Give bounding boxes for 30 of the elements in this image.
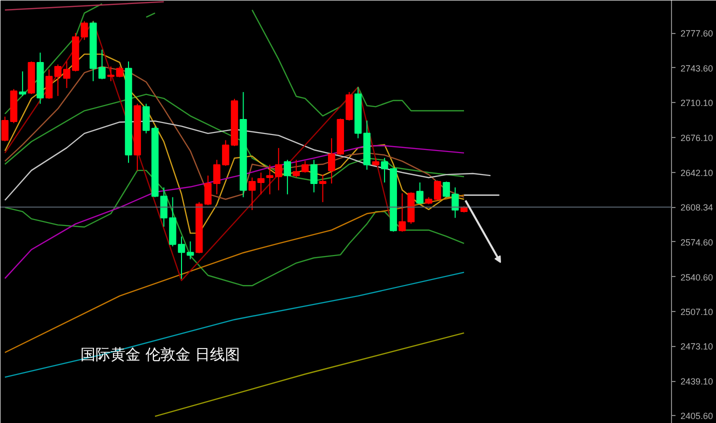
y-tick-label: 2710.10 xyxy=(680,98,714,108)
line-series xyxy=(4,170,465,286)
candlestick xyxy=(80,20,88,40)
y-tick-label: 2676.10 xyxy=(680,132,714,143)
candlestick xyxy=(186,240,194,260)
y-tick-label: 2574.60 xyxy=(680,237,714,248)
y-tick-label: 2405.60 xyxy=(680,411,714,422)
y-tick-label: 2642.10 xyxy=(680,168,714,178)
y-tick-label: 2507.10 xyxy=(680,306,714,317)
line-series xyxy=(4,54,465,234)
candlestick xyxy=(284,159,292,195)
line-series xyxy=(4,145,465,280)
y-tick-label: 2743.60 xyxy=(680,63,714,74)
candlestick xyxy=(416,182,424,205)
candlestick xyxy=(310,159,318,193)
candlestick xyxy=(257,172,265,195)
candlestick xyxy=(248,177,256,211)
candlestick xyxy=(319,174,326,203)
y-tick-label: 2439.10 xyxy=(680,376,714,387)
candlestick xyxy=(18,70,26,96)
line-series xyxy=(4,272,465,378)
ref-line-label: 2608.34 xyxy=(680,202,714,213)
y-tick-label: 2540.60 xyxy=(680,272,714,282)
candlestick xyxy=(45,68,53,100)
line-series xyxy=(252,9,465,117)
candlestick xyxy=(328,138,336,184)
y-tick-label: 2777.60 xyxy=(680,28,714,39)
candlestick xyxy=(380,157,388,183)
line-series xyxy=(4,120,492,201)
y-tick-label: 2473.10 xyxy=(680,342,714,352)
